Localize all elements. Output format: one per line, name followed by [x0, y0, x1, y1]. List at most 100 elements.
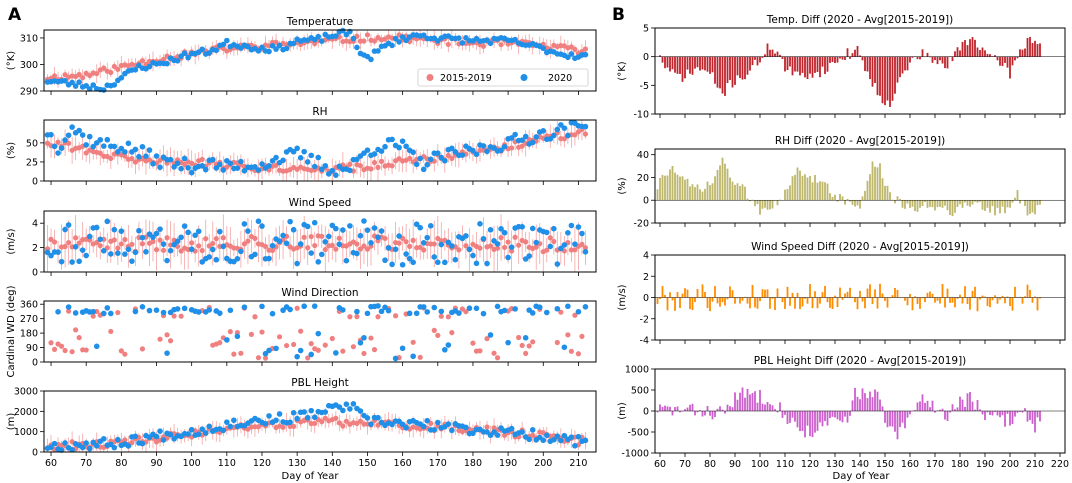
point-cur-wd	[406, 310, 413, 317]
point-hist-wd	[262, 355, 269, 361]
bar-rhdiff	[996, 200, 999, 208]
bar-rhdiff	[729, 177, 731, 201]
bar-wsdiff	[794, 297, 796, 309]
point-cur-wd	[385, 307, 392, 314]
bar-wsdiff	[909, 293, 911, 298]
bar-rhdiff	[694, 187, 696, 201]
point-cur-wd	[311, 303, 318, 309]
y-tick-label-wsdiff: 2	[643, 272, 649, 283]
bar-rhdiff	[1009, 200, 1011, 208]
bar-rhdiff	[829, 193, 831, 201]
point-hist-wd	[227, 329, 233, 335]
point-cur-temp	[565, 54, 571, 61]
bar-pbldiff	[874, 389, 876, 411]
point-cur-ws	[255, 218, 262, 225]
x-tick-label-pbldiff: 100	[751, 459, 769, 470]
bar-tdiff	[876, 56, 879, 96]
x-tick-label-pbl: 150	[358, 458, 376, 469]
point-hist-ws	[505, 239, 511, 245]
bar-rhdiff	[839, 193, 841, 201]
bar-wsdiff	[746, 297, 749, 304]
bar-rhdiff	[794, 174, 796, 201]
point-hist-wd	[449, 330, 455, 336]
point-hist-temp	[361, 38, 367, 44]
point-cur-ws	[157, 226, 163, 232]
point-cur-pbl	[519, 429, 525, 435]
bar-pbldiff	[906, 411, 909, 418]
bar-pbldiff	[749, 394, 751, 411]
bar-pbldiff	[676, 406, 679, 411]
point-cur-rh	[322, 162, 329, 169]
y-tick-label-rh: 0	[32, 177, 38, 188]
y-tick-label-tdiff: -5	[640, 81, 649, 92]
point-cur-wd	[438, 308, 445, 315]
legend-marker-cur	[520, 74, 528, 81]
bar-rhdiff	[826, 183, 829, 201]
point-cur-ws	[494, 241, 501, 247]
bar-wsdiff	[806, 297, 809, 304]
point-hist-wd	[340, 348, 346, 354]
point-hist-temp	[445, 41, 451, 48]
bar-rhdiff	[1029, 200, 1031, 214]
point-hist-ws	[164, 235, 170, 241]
point-cur-ws	[93, 224, 100, 231]
bar-wsdiff	[686, 289, 689, 298]
bar-pbldiff	[741, 387, 744, 411]
point-hist-pbl	[319, 419, 325, 425]
point-cur-rh	[83, 142, 89, 148]
point-cur-pbl	[543, 432, 550, 439]
point-cur-rh	[508, 135, 515, 141]
point-hist-ws	[308, 233, 314, 240]
point-hist-rh	[561, 136, 567, 142]
point-cur-rh	[266, 163, 272, 169]
bar-tdiff	[864, 56, 866, 72]
point-cur-rh	[51, 143, 58, 150]
point-cur-wd	[287, 306, 293, 313]
y-tick-label-pbldiff: -1000	[621, 449, 649, 460]
point-cur-ws	[484, 260, 490, 267]
point-cur-ws	[216, 228, 223, 235]
bar-wsdiff	[896, 289, 899, 298]
bar-tdiff	[889, 56, 891, 107]
point-cur-pbl	[347, 406, 353, 412]
bar-tdiff	[714, 56, 716, 84]
point-hist-wd	[572, 312, 578, 318]
point-cur-temp	[90, 82, 97, 88]
bar-rhdiff	[736, 183, 739, 201]
point-hist-wd	[259, 329, 265, 335]
point-cur-rh	[297, 155, 304, 161]
y-tick-label-temp: 310	[20, 33, 38, 44]
point-cur-ws	[76, 258, 82, 265]
point-hist-ws	[498, 235, 504, 241]
point-cur-wd	[375, 303, 381, 309]
bar-pbldiff	[949, 411, 951, 413]
point-hist-temp	[80, 75, 86, 81]
bar-pbldiff	[689, 404, 691, 411]
bar-tdiff	[719, 56, 721, 89]
bar-rhdiff	[924, 200, 926, 203]
bar-pbldiff	[709, 411, 711, 416]
bar-pbldiff	[804, 411, 806, 438]
point-hist-ws	[396, 240, 402, 246]
point-hist-ws	[94, 239, 100, 246]
point-cur-temp	[568, 51, 575, 57]
point-cur-pbl	[403, 425, 409, 431]
point-cur-rh	[480, 143, 487, 149]
point-hist-wd	[178, 313, 184, 319]
point-cur-ws	[452, 256, 459, 263]
y-axis-label-pbl: (m)	[6, 413, 17, 431]
bar-tdiff	[664, 56, 666, 69]
point-cur-pbl	[540, 437, 547, 444]
chart-title-rhdiff: RH Diff (2020 - Avg[2015-2019])	[775, 135, 945, 147]
point-hist-pbl	[122, 437, 128, 443]
chart-ws	[44, 214, 589, 272]
point-cur-rh	[329, 167, 336, 174]
bar-wsdiff	[1039, 297, 1041, 299]
y-tick-label-pbl: 0	[32, 448, 38, 459]
point-hist-ws	[160, 247, 167, 253]
point-cur-wd	[153, 307, 160, 313]
point-cur-temp	[582, 51, 589, 58]
bar-pbldiff	[1029, 411, 1031, 421]
point-cur-pbl	[420, 423, 427, 430]
x-tick-label-pbl: 210	[569, 458, 587, 469]
